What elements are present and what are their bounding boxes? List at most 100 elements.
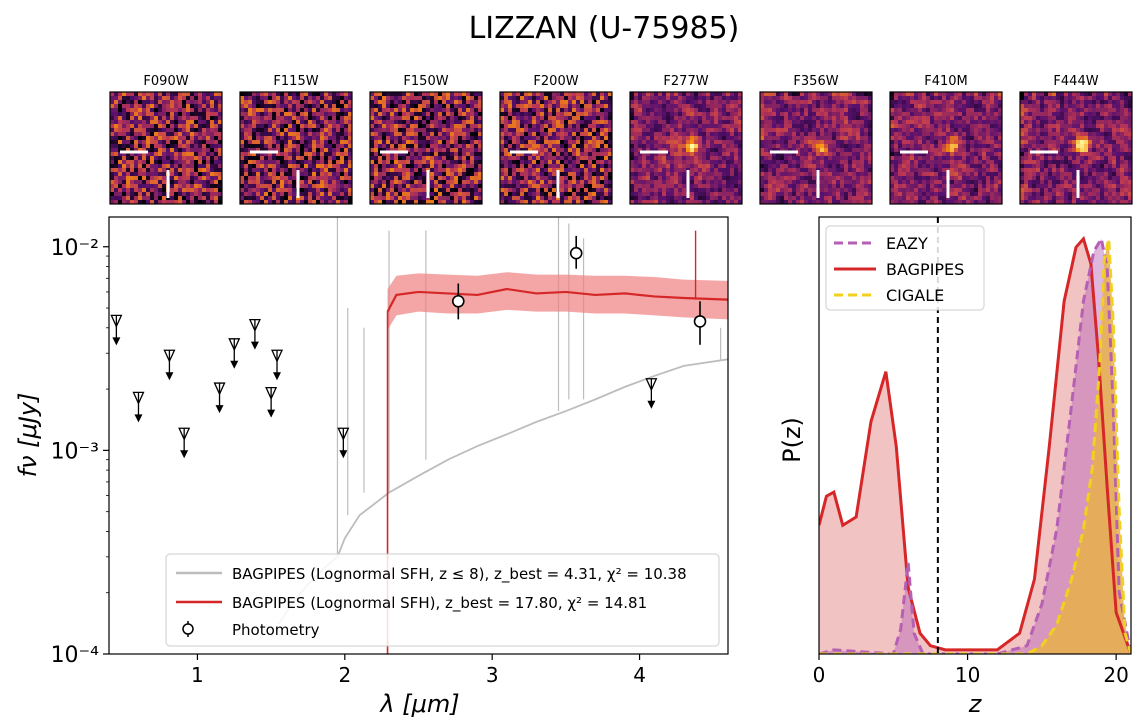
cutout-pixel (950, 120, 955, 125)
cutout-pixel (702, 156, 707, 161)
cutout-pixel (332, 188, 337, 193)
cutout-pixel (524, 168, 529, 173)
cutout-pixel (596, 148, 601, 153)
cutout-pixel (206, 152, 211, 157)
cutout-pixel (426, 152, 431, 157)
cutout-pixel (840, 156, 845, 161)
cutout-pixel (654, 100, 659, 105)
cutout-pixel (608, 168, 613, 173)
cutout-pixel (186, 196, 191, 201)
cutout-pixel (182, 196, 187, 201)
cutout-pixel (418, 136, 423, 141)
cutout-pixel (398, 116, 403, 121)
cutout-pixel (114, 160, 119, 165)
cutout-pixel (958, 96, 963, 101)
cutout-pixel (516, 92, 521, 97)
cutout-pixel (868, 160, 873, 165)
cutout-pixel (284, 172, 289, 177)
cutout-pixel (734, 108, 739, 113)
cutout-pixel (256, 136, 261, 141)
cutout-pixel (138, 156, 143, 161)
cutout-pixel (638, 156, 643, 161)
cutout-pixel (848, 168, 853, 173)
cutout-pixel (162, 168, 167, 173)
cutout-pixel (848, 172, 853, 177)
cutout-pixel (528, 168, 533, 173)
cutout-pixel (592, 104, 597, 109)
cutout-pixel (504, 100, 509, 105)
cutout-pixel (760, 200, 765, 205)
cutout-f090w: F090W (109, 74, 223, 205)
cutout-pixel (524, 104, 529, 109)
cutout-image (760, 92, 873, 205)
cutout-pixel (714, 172, 719, 177)
cutout-pixel (784, 168, 789, 173)
cutout-pixel (520, 188, 525, 193)
cutout-pixel (454, 160, 459, 165)
cutout-pixel (328, 128, 333, 133)
cutout-pixel (734, 120, 739, 125)
cutout-pixel (540, 180, 545, 185)
cutout-pixel (458, 148, 463, 153)
cutout-pixel (914, 92, 919, 97)
cutout-pixel (182, 172, 187, 177)
cutout-pixel (146, 108, 151, 113)
cutout-pixel (678, 144, 683, 149)
cutout-pixel (856, 160, 861, 165)
cutout-pixel (162, 104, 167, 109)
cutout-pixel (564, 180, 569, 185)
cutout-pixel (726, 152, 731, 157)
cutout-pixel (520, 168, 525, 173)
cutout-pixel (304, 172, 309, 177)
cutout-pixel (130, 200, 135, 205)
cutout-pixel (206, 92, 211, 97)
cutout-pixel (418, 200, 423, 205)
cutout-pixel (158, 128, 163, 133)
cutout-pixel (868, 184, 873, 189)
cutout-pixel (218, 140, 223, 145)
cutout-pixel (458, 104, 463, 109)
cutout-pixel (174, 104, 179, 109)
cutout-pixel (516, 196, 521, 201)
cutout-pixel (820, 108, 825, 113)
cutout-pixel (588, 184, 593, 189)
cutout-pixel (536, 116, 541, 121)
cutout-pixel (508, 152, 513, 157)
cutout-pixel (596, 96, 601, 101)
cutout-band-label: F200W (533, 74, 578, 89)
cutout-pixel (666, 172, 671, 177)
cutout-pixel (556, 196, 561, 201)
cutout-pixel (868, 132, 873, 137)
cutout-pixel (414, 188, 419, 193)
cutout-pixel (130, 112, 135, 117)
cutout-pixel (162, 108, 167, 113)
cutout-pixel (328, 192, 333, 197)
cutout-pixel (930, 112, 935, 117)
cutout-pixel (406, 196, 411, 201)
cutout-pixel (828, 148, 833, 153)
cutout-pixel (638, 188, 643, 193)
cutout-pixel (174, 100, 179, 105)
cutout-pixel (552, 128, 557, 133)
cutout-pixel (540, 136, 545, 141)
cutout-pixel (596, 188, 601, 193)
cutout-pixel (540, 188, 545, 193)
cutout-pixel (394, 180, 399, 185)
cutout-pixel (214, 196, 219, 201)
cutout-pixel (714, 200, 719, 205)
cutout-pixel (178, 168, 183, 173)
cutout-pixel (792, 100, 797, 105)
cutout-pixel (348, 152, 353, 157)
cutout-pixel (958, 100, 963, 105)
cutout-pixel (264, 128, 269, 133)
cutout-band-label: F410M (924, 74, 968, 89)
cutout-pixel (206, 144, 211, 149)
cutout-pixel (422, 116, 427, 121)
cutout-pixel (348, 156, 353, 161)
cutout-pixel (596, 140, 601, 145)
cutout-pixel (852, 104, 857, 109)
cutout-pixel (890, 104, 895, 109)
cutout-pixel (162, 96, 167, 101)
cutout-pixel (300, 148, 305, 153)
cutout-pixel (796, 108, 801, 113)
